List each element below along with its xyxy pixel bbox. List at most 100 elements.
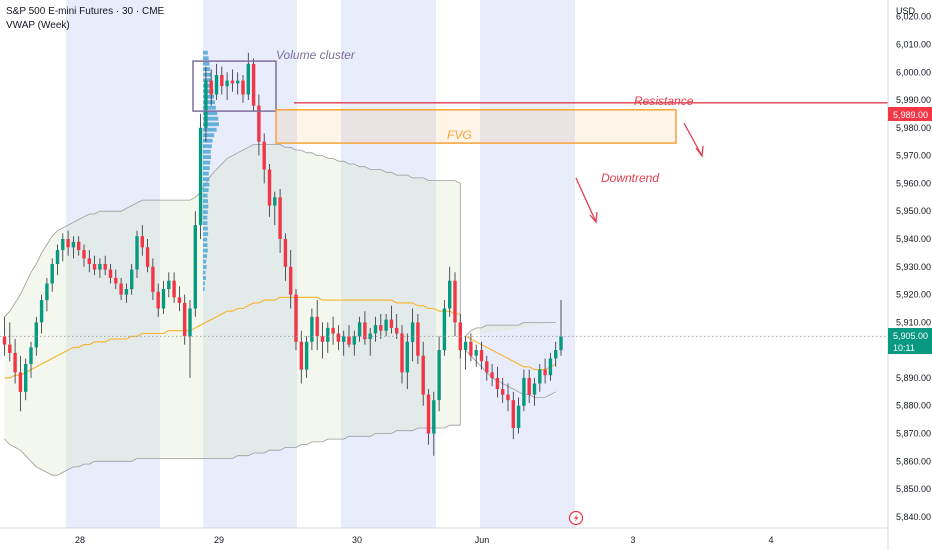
vwap-line-0 bbox=[4, 296, 461, 379]
candle bbox=[135, 230, 139, 278]
volume-profile-bar bbox=[203, 67, 211, 72]
volume-profile-bar bbox=[203, 193, 208, 198]
vwap-indicator-label[interactable]: VWAP (Week) bbox=[6, 20, 70, 31]
candle bbox=[373, 316, 378, 342]
candle bbox=[50, 258, 54, 292]
volume-profile-bar bbox=[203, 105, 216, 110]
candle bbox=[453, 272, 457, 337]
chart-symbol-title[interactable]: S&P 500 E-mini Futures · 30 · CME bbox=[6, 6, 165, 17]
price-axis[interactable]: USD 6,020.00 6,010.00 6,000.00 5,990.00 5,98… bbox=[887, 0, 931, 550]
fvg-arrow-head bbox=[695, 145, 704, 158]
volume-cluster-label: Volume cluster bbox=[276, 48, 356, 62]
volume-profile-bar bbox=[203, 133, 215, 138]
candle bbox=[379, 314, 383, 339]
volume-profile-bar bbox=[203, 111, 218, 116]
volume-profile-bar bbox=[203, 78, 212, 83]
candle bbox=[368, 327, 372, 356]
candle bbox=[225, 72, 229, 100]
candle bbox=[18, 355, 23, 412]
candle bbox=[251, 58, 256, 112]
volume-profile-bar bbox=[203, 232, 209, 236]
candle bbox=[82, 244, 86, 267]
fvg-box bbox=[275, 109, 677, 144]
price-tick: 6,010.00 bbox=[896, 40, 931, 50]
candle bbox=[45, 277, 49, 312]
vwap-upper-band-0 bbox=[4, 144, 461, 318]
candle bbox=[114, 269, 118, 289]
volume-profile-bar bbox=[203, 138, 213, 143]
price-tick: 6,020.00 bbox=[896, 12, 931, 22]
resistance-price-tag[interactable]: 5,989.00 bbox=[888, 107, 932, 121]
volume-profile-bar bbox=[203, 100, 215, 105]
candle bbox=[24, 358, 28, 401]
candle bbox=[172, 272, 176, 303]
candle bbox=[516, 397, 521, 434]
vwap-lower-band-1 bbox=[465, 349, 556, 398]
candle bbox=[130, 264, 134, 295]
session-shade-3 bbox=[480, 0, 575, 528]
price-tick: 5,840.00 bbox=[896, 512, 931, 522]
candle bbox=[39, 294, 44, 334]
candle bbox=[389, 305, 394, 334]
volume-profile-bar bbox=[203, 144, 212, 149]
resistance-label: Resistance bbox=[634, 94, 694, 108]
price-tick: 5,970.00 bbox=[896, 151, 931, 161]
candle bbox=[8, 322, 12, 362]
volume-profile-bar bbox=[203, 265, 207, 269]
candle bbox=[363, 311, 367, 345]
price-tick: 5,870.00 bbox=[896, 429, 931, 439]
candle bbox=[501, 377, 505, 403]
volume-profile-bar bbox=[203, 237, 208, 242]
volume-profile-bar bbox=[203, 61, 210, 66]
price-tick: 5,910.00 bbox=[896, 317, 931, 327]
candle bbox=[342, 330, 346, 356]
volume-profile-bar bbox=[203, 204, 209, 209]
candle bbox=[352, 330, 356, 356]
candle bbox=[315, 300, 319, 351]
session-shade-2 bbox=[341, 0, 436, 528]
candle bbox=[442, 300, 447, 356]
volume-profile-bar bbox=[203, 270, 206, 275]
candle bbox=[474, 344, 478, 367]
last-price-tag[interactable]: 5,905.00 10:11 bbox=[888, 328, 932, 354]
vwap-lower-band-0 bbox=[4, 424, 461, 476]
volume-profile-bar bbox=[203, 199, 208, 203]
fvg-label: FVG bbox=[447, 128, 472, 142]
candle bbox=[273, 191, 277, 226]
lightning-icon[interactable] bbox=[568, 510, 584, 526]
volume-profile-bar bbox=[203, 281, 205, 286]
candle bbox=[230, 69, 235, 92]
candle bbox=[400, 325, 404, 384]
candle bbox=[188, 300, 192, 378]
candle bbox=[77, 236, 81, 256]
candle bbox=[448, 266, 452, 317]
price-tick: 5,860.00 bbox=[896, 456, 931, 466]
vwap-upper-band-1 bbox=[465, 322, 556, 337]
candle bbox=[55, 244, 60, 276]
candle bbox=[416, 314, 420, 364]
volume-profile-bar bbox=[203, 226, 208, 231]
date-tick-jun: Jun bbox=[475, 535, 490, 545]
candle bbox=[384, 314, 388, 337]
candle bbox=[469, 333, 473, 362]
volume-profile-bar bbox=[203, 221, 208, 225]
price-tick: 5,850.00 bbox=[896, 484, 931, 494]
candle bbox=[87, 250, 91, 273]
volume-profile-bar bbox=[203, 89, 214, 94]
time-axis[interactable]: 28 29 30 Jun 3 4 bbox=[0, 527, 888, 545]
candle bbox=[304, 336, 309, 378]
candle bbox=[257, 94, 261, 156]
session-shade-0 bbox=[66, 0, 160, 528]
candle bbox=[193, 211, 197, 317]
candle bbox=[479, 341, 484, 370]
volume-profile-bar bbox=[203, 116, 219, 121]
candle bbox=[236, 72, 240, 95]
candle bbox=[310, 308, 314, 351]
date-tick-30: 30 bbox=[352, 535, 362, 545]
volume-profile-bar bbox=[203, 166, 210, 170]
volume-profile-bar bbox=[203, 182, 210, 187]
volume-profile-bar bbox=[203, 243, 208, 247]
price-tick: 5,890.00 bbox=[896, 373, 931, 383]
volume-profile-bar bbox=[203, 56, 209, 61]
